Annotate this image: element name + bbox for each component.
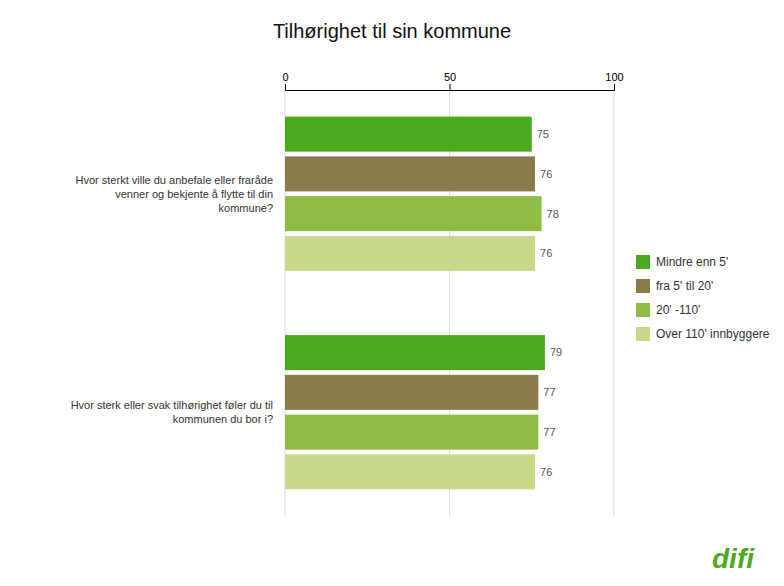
- tick: 100: [605, 71, 623, 90]
- data-label: 77: [543, 426, 555, 438]
- grid: [285, 90, 614, 516]
- data-labels: 75 79 76 77 78 77 76 76: [537, 128, 562, 478]
- legend-item: fra 5' til 20': [636, 279, 713, 293]
- legend-label: Over 110' innbyggere: [656, 327, 770, 341]
- category-label-line: Hvor sterkt ville du anbefale eller frar…: [76, 174, 273, 186]
- legend-swatch: [636, 303, 650, 317]
- tick-label: 0: [282, 71, 288, 83]
- legend-swatch: [636, 327, 650, 341]
- chart: Tilhørighet til sin kommune7579767778777…: [0, 0, 784, 586]
- legend-label: Mindre enn 5': [656, 255, 728, 269]
- legend-label: fra 5' til 20': [656, 279, 713, 293]
- legend-item: Over 110' innbyggere: [636, 327, 770, 341]
- tick: 50: [444, 71, 456, 90]
- category-label: Hvor sterk eller svak tilhørighet føler …: [71, 399, 273, 425]
- grid-line: [449, 90, 450, 516]
- legend: Mindre enn 5' fra 5' til 20' 20' -110' Over…: [636, 255, 770, 341]
- bar: [285, 196, 542, 231]
- category-labels: Hvor sterkt ville du anbefale eller frar…: [71, 174, 273, 425]
- legend-item: Mindre enn 5': [636, 255, 728, 269]
- tick-label: 100: [605, 71, 623, 83]
- tick-mark: [450, 84, 451, 90]
- bar: [285, 415, 538, 450]
- data-label: 76: [540, 466, 552, 478]
- legend-swatch: [636, 255, 650, 269]
- category-label: Hvor sterkt ville du anbefale eller frar…: [76, 174, 273, 214]
- tick-mark: [614, 84, 615, 90]
- data-label: 78: [547, 208, 559, 220]
- data-label: 79: [550, 346, 562, 358]
- bars: [285, 117, 545, 490]
- data-label: 76: [540, 247, 552, 259]
- category-label-line: venner og bekjente å flytte til din: [115, 188, 273, 200]
- data-label: 75: [537, 128, 549, 140]
- axis-domain: [286, 84, 615, 91]
- tick-label: 50: [444, 71, 456, 83]
- bar: [285, 335, 545, 370]
- tick-mark: [285, 84, 286, 90]
- bar: [285, 156, 535, 191]
- grid-line: [285, 90, 286, 516]
- category-label-line: Hvor sterk eller svak tilhørighet føler …: [71, 399, 273, 411]
- grid-line: [614, 90, 615, 516]
- data-label: 77: [543, 386, 555, 398]
- data-label: 76: [540, 168, 552, 180]
- category-label-line: kommune?: [219, 202, 273, 214]
- legend-item: 20' -110': [636, 303, 700, 317]
- x-axis: 0 50 100: [282, 71, 623, 91]
- bar: [285, 236, 535, 271]
- category-label-line: kommunen du bor i?: [173, 413, 273, 425]
- title: Tilhørighet til sin kommune: [273, 20, 511, 42]
- plot: 75 79 76 77 78 77 76 76 0 50 100 Hvor sterkt ville …: [71, 71, 624, 516]
- legend-swatch: [636, 279, 650, 293]
- legend-label: 20' -110': [656, 303, 700, 317]
- annotation: difi: [712, 543, 755, 574]
- bar: [285, 117, 532, 152]
- tick: 0: [282, 71, 288, 90]
- bar: [285, 375, 538, 410]
- bar: [285, 454, 535, 489]
